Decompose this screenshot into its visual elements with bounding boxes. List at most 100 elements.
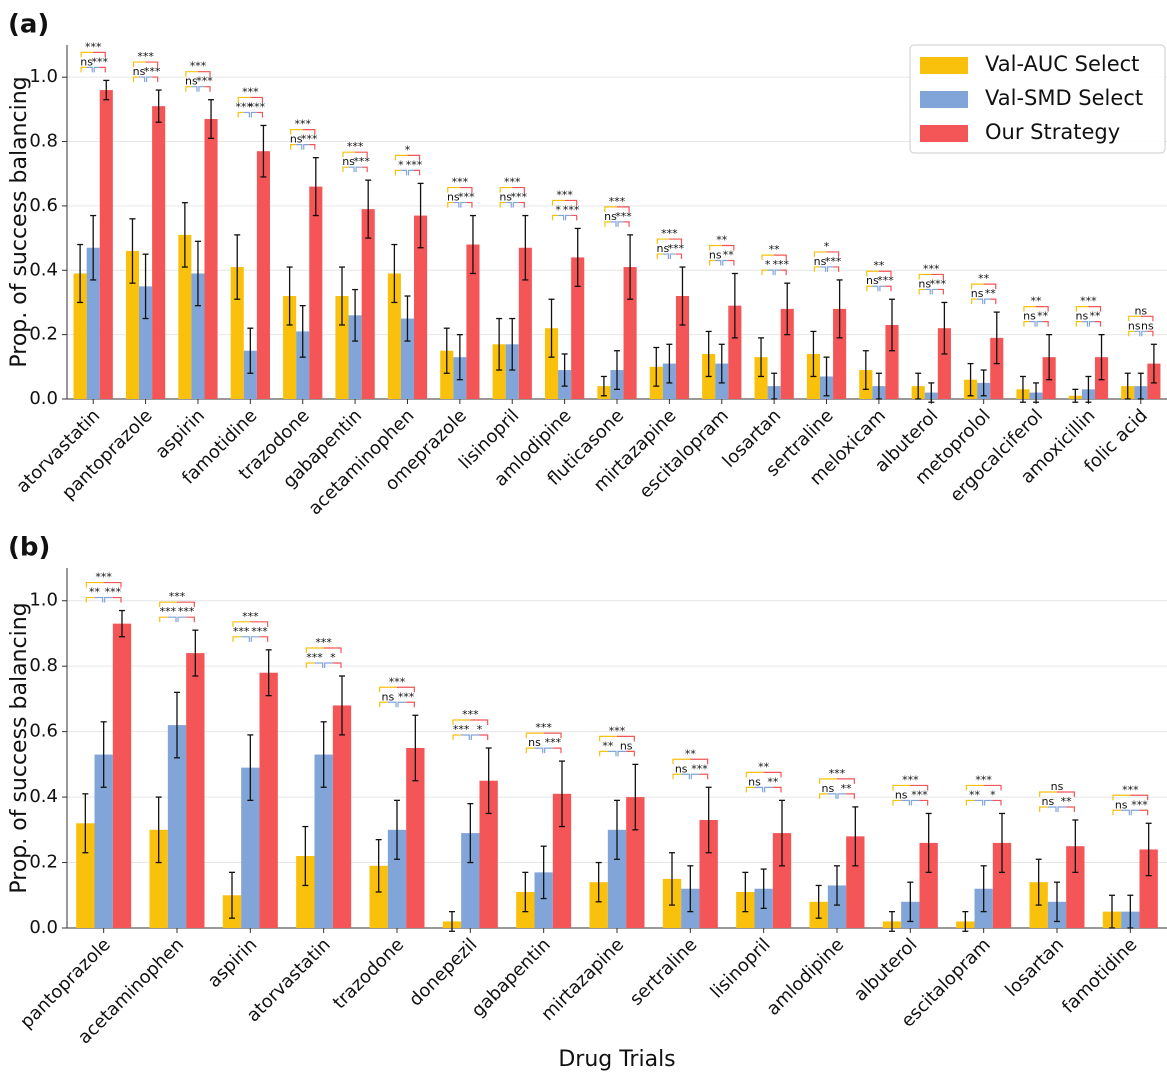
sig-bracket	[837, 793, 847, 799]
sig-bracket	[323, 647, 342, 653]
sig-bracket	[243, 111, 250, 118]
error-bar	[1137, 372, 1144, 400]
sig-bracket	[1128, 315, 1141, 322]
sig-bracket	[93, 51, 106, 58]
sig-bracket	[846, 793, 855, 799]
sig-bracket	[185, 71, 198, 77]
sig-bracket	[139, 76, 146, 83]
error-bar	[82, 793, 89, 854]
bar	[186, 653, 205, 928]
x-tick-label: pantoprazole	[58, 405, 157, 504]
sig-label: ***	[458, 191, 475, 204]
sig-label: ns	[748, 775, 761, 788]
bar	[94, 754, 113, 928]
bar	[885, 324, 899, 399]
error-bar	[758, 337, 765, 378]
sig-bracket	[177, 601, 195, 608]
sig-label: **	[1061, 795, 1073, 808]
sig-bracket	[379, 686, 397, 693]
error-bar	[391, 243, 398, 304]
sig-bracket	[1057, 791, 1075, 797]
sig-bracket	[1023, 321, 1030, 327]
error-bar	[365, 179, 372, 239]
sig-label: ns	[1128, 319, 1141, 332]
sig-bracket	[910, 799, 920, 806]
legend-label: Val-SMD Select	[985, 86, 1143, 110]
sig-label: ***	[556, 188, 573, 201]
panel-label: (a)	[8, 10, 49, 40]
bar	[296, 856, 315, 928]
sig-bracket	[604, 221, 611, 227]
sig-bracket	[1075, 306, 1089, 312]
y-tick-label: 0.4	[29, 259, 58, 280]
sig-bracket	[699, 773, 709, 780]
sig-label: ns	[1141, 319, 1154, 332]
sig-bracket	[1029, 321, 1036, 327]
sig-label: ***	[315, 636, 332, 649]
sig-bracket	[525, 732, 544, 739]
error-bar	[1035, 858, 1042, 906]
sig-label: ***	[563, 203, 580, 216]
bar	[296, 331, 310, 399]
sig-bracket	[1047, 806, 1057, 812]
error-bar	[1127, 894, 1134, 929]
sig-bracket	[1036, 306, 1049, 312]
sig-label: ***	[668, 242, 685, 255]
error-bar	[823, 356, 830, 397]
sig-label: ***	[1080, 295, 1097, 308]
sig-bracket	[406, 701, 415, 708]
sig-label: **	[89, 586, 101, 599]
sig-bracket	[924, 288, 931, 295]
error-bar	[192, 629, 199, 677]
sig-label: ***	[242, 85, 259, 98]
sig-label: ns	[1051, 780, 1064, 793]
sig-bracket	[86, 66, 93, 73]
sig-bracket	[470, 719, 489, 725]
bar	[728, 305, 742, 399]
sig-bracket	[983, 283, 997, 290]
sig-bracket	[237, 111, 244, 118]
sig-bracket	[204, 86, 211, 92]
sig-bracket	[690, 773, 700, 780]
error-bar	[980, 865, 987, 913]
sig-bracket	[1042, 321, 1049, 327]
error-bar	[779, 799, 785, 867]
bar	[754, 357, 768, 399]
sig-bracket	[1147, 330, 1154, 337]
sig-bracket	[186, 616, 195, 623]
panel-label: (b)	[8, 533, 50, 563]
bar	[461, 833, 480, 928]
sig-bracket	[551, 199, 565, 206]
sig-bracket	[885, 285, 892, 292]
sig-label: ns	[971, 287, 984, 300]
sig-bracket	[259, 636, 269, 642]
error-bar	[247, 327, 254, 374]
sig-bracket	[400, 169, 408, 176]
bar	[1066, 846, 1085, 928]
error-bar	[574, 227, 581, 288]
bar	[552, 793, 572, 928]
error-bar	[265, 649, 272, 697]
error-bar	[522, 871, 529, 913]
sig-bracket	[332, 662, 342, 668]
sig-label: ***	[294, 118, 311, 131]
bar	[772, 833, 792, 928]
error-bar	[352, 288, 359, 342]
sig-bracket	[94, 596, 104, 603]
error-bar	[1085, 375, 1092, 403]
sig-bracket	[990, 298, 997, 305]
sig-bracket	[394, 169, 401, 176]
y-axis-label: Prop. of success balancing	[7, 76, 32, 367]
bar	[332, 705, 352, 928]
sig-bracket	[564, 199, 578, 206]
y-tick-label: 0.8	[29, 131, 58, 152]
sig-label: ***	[535, 721, 552, 734]
error-bar	[540, 845, 547, 900]
sig-bracket	[355, 166, 362, 173]
bar	[518, 247, 532, 399]
sig-label: *	[990, 788, 996, 801]
x-tick-label: donepezil	[405, 934, 481, 1010]
sig-bracket	[617, 735, 635, 742]
sig-label: ***	[178, 605, 195, 618]
